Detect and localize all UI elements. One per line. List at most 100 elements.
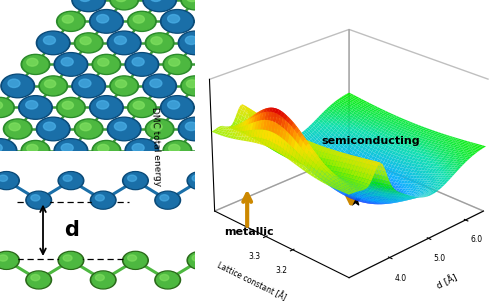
Circle shape (168, 144, 180, 152)
Circle shape (146, 119, 174, 139)
Circle shape (58, 13, 84, 30)
Circle shape (54, 139, 88, 162)
Circle shape (56, 54, 86, 75)
Circle shape (200, 99, 226, 116)
Circle shape (221, 79, 233, 88)
Circle shape (189, 173, 211, 188)
Circle shape (124, 253, 146, 268)
Circle shape (56, 140, 86, 161)
Circle shape (128, 11, 156, 31)
Circle shape (92, 141, 121, 160)
Circle shape (168, 101, 179, 109)
Circle shape (182, 77, 208, 95)
Circle shape (0, 98, 14, 117)
Circle shape (168, 14, 179, 23)
Circle shape (60, 173, 82, 188)
Circle shape (151, 37, 162, 45)
Circle shape (163, 141, 192, 160)
Circle shape (186, 36, 198, 45)
Circle shape (155, 191, 180, 209)
Circle shape (187, 251, 213, 269)
Circle shape (72, 74, 106, 98)
Circle shape (92, 54, 121, 74)
Circle shape (160, 195, 169, 201)
Circle shape (186, 0, 198, 2)
Circle shape (0, 173, 18, 188)
Circle shape (63, 175, 72, 182)
Circle shape (196, 53, 230, 76)
Circle shape (218, 120, 243, 138)
Circle shape (181, 0, 210, 10)
Circle shape (203, 57, 215, 66)
Circle shape (181, 76, 210, 96)
Circle shape (130, 99, 154, 116)
Circle shape (56, 11, 86, 31)
Circle shape (162, 11, 192, 32)
Circle shape (156, 192, 179, 208)
Circle shape (26, 58, 38, 66)
Circle shape (196, 139, 230, 162)
Circle shape (80, 37, 91, 45)
Circle shape (144, 75, 174, 96)
Circle shape (216, 119, 245, 139)
Y-axis label: Lattice constant [Å]: Lattice constant [Å] (215, 261, 288, 301)
Circle shape (182, 0, 208, 9)
Circle shape (130, 13, 154, 30)
Circle shape (28, 272, 50, 288)
Circle shape (125, 53, 159, 76)
Circle shape (21, 54, 50, 74)
Circle shape (36, 117, 70, 141)
Circle shape (143, 0, 176, 12)
Circle shape (198, 98, 227, 117)
Circle shape (178, 31, 212, 55)
Circle shape (74, 75, 104, 96)
Circle shape (0, 101, 2, 109)
Circle shape (72, 0, 106, 12)
Circle shape (133, 101, 144, 109)
Circle shape (214, 74, 248, 98)
Circle shape (90, 191, 116, 209)
Circle shape (163, 54, 192, 74)
Circle shape (40, 77, 66, 95)
Circle shape (54, 53, 88, 76)
Circle shape (76, 120, 101, 138)
Circle shape (56, 98, 86, 117)
Circle shape (98, 58, 109, 66)
Circle shape (109, 32, 139, 53)
Circle shape (156, 272, 179, 288)
Circle shape (26, 191, 52, 209)
Circle shape (180, 118, 210, 139)
Circle shape (114, 122, 126, 131)
Circle shape (62, 15, 74, 23)
Circle shape (94, 56, 119, 73)
Circle shape (8, 79, 20, 88)
Circle shape (187, 172, 213, 190)
Circle shape (0, 255, 8, 261)
Circle shape (9, 123, 20, 131)
Circle shape (96, 101, 108, 109)
Circle shape (74, 33, 103, 53)
Circle shape (23, 142, 48, 159)
Circle shape (18, 96, 52, 119)
Circle shape (0, 140, 15, 161)
Circle shape (186, 122, 198, 131)
Circle shape (2, 75, 33, 96)
Circle shape (90, 10, 124, 33)
Circle shape (31, 275, 40, 281)
Circle shape (92, 97, 122, 118)
Circle shape (160, 10, 194, 33)
Circle shape (4, 119, 32, 139)
Circle shape (128, 98, 156, 117)
Circle shape (165, 56, 190, 73)
Circle shape (132, 144, 144, 152)
Circle shape (146, 33, 174, 53)
Circle shape (116, 0, 126, 2)
Circle shape (127, 140, 157, 161)
Circle shape (147, 34, 172, 52)
Circle shape (221, 0, 233, 2)
Circle shape (203, 144, 215, 152)
Circle shape (160, 275, 169, 281)
Circle shape (92, 11, 122, 32)
Circle shape (76, 34, 101, 52)
Circle shape (216, 33, 245, 53)
